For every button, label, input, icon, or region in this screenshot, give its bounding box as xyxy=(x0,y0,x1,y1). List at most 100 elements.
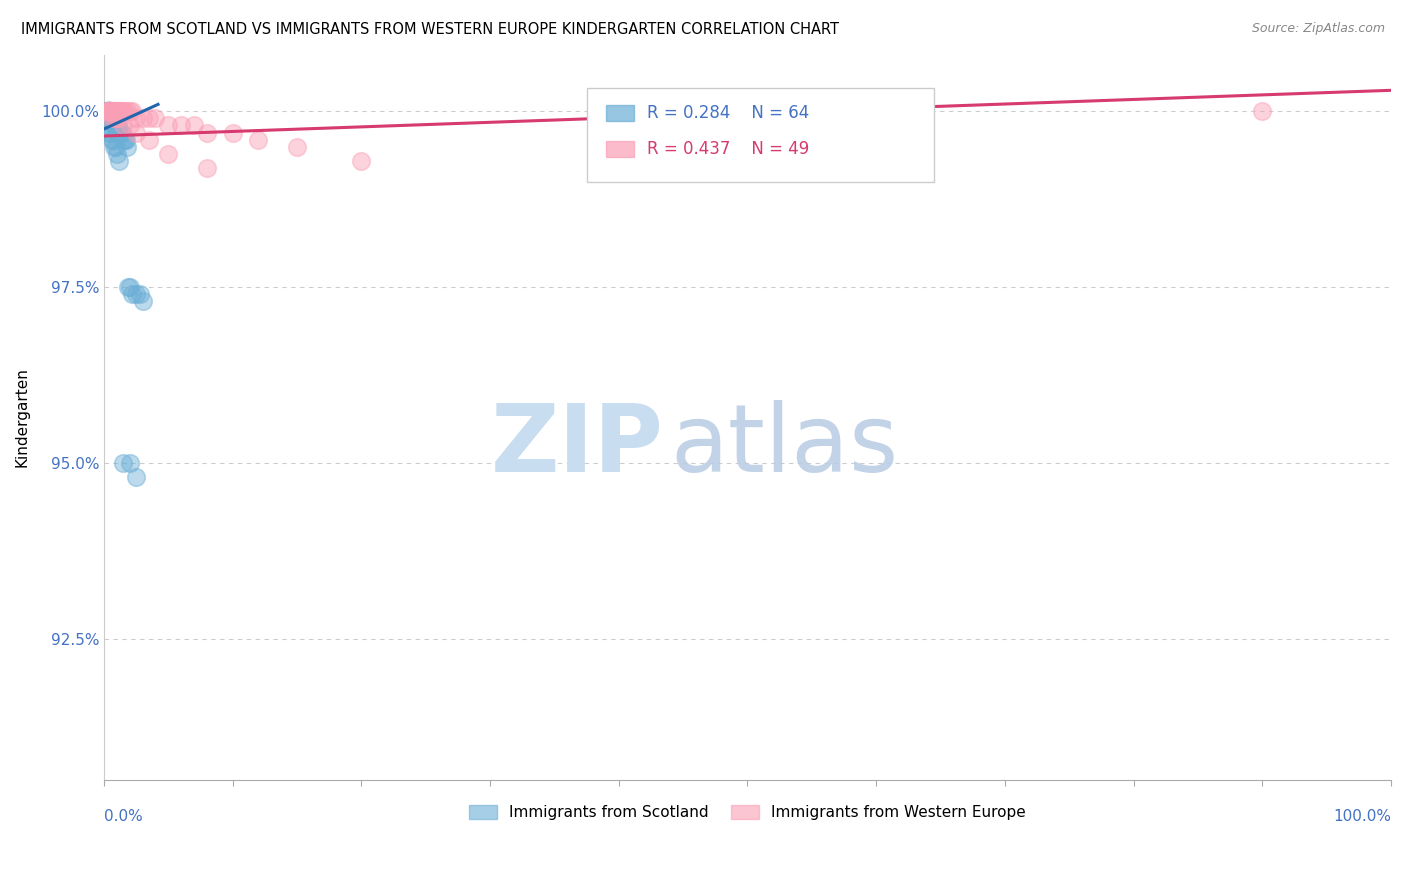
Point xyxy=(112,104,135,119)
Point xyxy=(145,112,167,126)
Point xyxy=(97,104,120,119)
Point xyxy=(105,112,128,126)
Point xyxy=(103,104,125,119)
Point xyxy=(100,112,122,126)
Point xyxy=(104,139,127,153)
Point xyxy=(97,104,120,119)
Point xyxy=(195,161,218,175)
Text: Source: ZipAtlas.com: Source: ZipAtlas.com xyxy=(1251,22,1385,36)
Point xyxy=(100,104,122,119)
Point xyxy=(98,104,121,119)
Point xyxy=(104,104,127,119)
Point xyxy=(100,104,122,119)
Point xyxy=(108,153,131,168)
Point xyxy=(108,104,131,119)
Point xyxy=(97,104,120,119)
Point xyxy=(121,104,143,119)
Point xyxy=(103,104,125,119)
Point xyxy=(98,104,121,119)
Point xyxy=(97,104,120,119)
Point xyxy=(100,104,122,119)
Point xyxy=(107,126,129,140)
Point xyxy=(96,104,118,119)
Point xyxy=(103,112,125,126)
Point xyxy=(97,104,120,119)
Point xyxy=(111,126,134,140)
Text: R = 0.437    N = 49: R = 0.437 N = 49 xyxy=(647,140,810,158)
Point xyxy=(96,104,118,119)
Point xyxy=(103,119,125,133)
Point xyxy=(100,104,122,119)
Point xyxy=(105,104,128,119)
Point xyxy=(108,126,131,140)
Point xyxy=(129,287,152,301)
Point xyxy=(104,119,127,133)
Point xyxy=(97,104,120,119)
Point xyxy=(108,126,131,140)
Point xyxy=(105,146,128,161)
Point xyxy=(131,294,153,309)
Point xyxy=(112,119,135,133)
Point xyxy=(138,132,160,146)
Point xyxy=(100,104,122,119)
Point xyxy=(221,126,243,140)
Point xyxy=(100,112,122,126)
Point xyxy=(118,104,141,119)
Point xyxy=(115,104,138,119)
Point xyxy=(101,112,124,126)
Point xyxy=(98,104,121,119)
Point xyxy=(103,119,125,133)
Point xyxy=(125,287,148,301)
Point xyxy=(131,112,153,126)
Point xyxy=(111,104,134,119)
Point xyxy=(107,104,129,119)
Point xyxy=(104,119,127,133)
Point xyxy=(115,132,138,146)
Point xyxy=(103,139,125,153)
Point xyxy=(98,104,121,119)
Point xyxy=(1251,104,1274,119)
Point xyxy=(121,287,143,301)
Legend: Immigrants from Scotland, Immigrants from Western Europe: Immigrants from Scotland, Immigrants fro… xyxy=(463,799,1032,826)
Y-axis label: Kindergarten: Kindergarten xyxy=(15,368,30,467)
Point xyxy=(115,139,138,153)
Point xyxy=(101,112,124,126)
Point xyxy=(114,132,136,146)
Point xyxy=(105,119,128,133)
Point xyxy=(103,112,125,126)
Point xyxy=(101,104,124,119)
Text: R = 0.284    N = 64: R = 0.284 N = 64 xyxy=(647,104,810,122)
Point xyxy=(183,119,205,133)
FancyBboxPatch shape xyxy=(586,87,934,182)
Point xyxy=(98,126,121,140)
Text: IMMIGRANTS FROM SCOTLAND VS IMMIGRANTS FROM WESTERN EUROPE KINDERGARTEN CORRELAT: IMMIGRANTS FROM SCOTLAND VS IMMIGRANTS F… xyxy=(21,22,839,37)
FancyBboxPatch shape xyxy=(606,105,634,121)
Point xyxy=(100,112,122,126)
Point xyxy=(103,112,125,126)
Point xyxy=(117,280,139,294)
Point xyxy=(125,126,148,140)
Point xyxy=(285,139,308,153)
Point xyxy=(101,104,124,119)
Point xyxy=(97,119,120,133)
Point xyxy=(100,104,122,119)
Point xyxy=(96,104,118,119)
Point xyxy=(98,104,121,119)
Point xyxy=(100,104,122,119)
Point xyxy=(100,112,122,126)
Point xyxy=(114,104,136,119)
Point xyxy=(94,104,117,119)
Text: 0.0%: 0.0% xyxy=(104,808,143,823)
Text: ZIP: ZIP xyxy=(491,401,664,492)
Point xyxy=(112,456,135,470)
Point xyxy=(98,104,121,119)
Point xyxy=(101,112,124,126)
Point xyxy=(100,112,122,126)
Point xyxy=(157,146,180,161)
Point xyxy=(100,104,122,119)
Point xyxy=(101,112,124,126)
Point xyxy=(110,104,132,119)
Point xyxy=(105,119,128,133)
Point xyxy=(101,132,124,146)
Point xyxy=(247,132,270,146)
